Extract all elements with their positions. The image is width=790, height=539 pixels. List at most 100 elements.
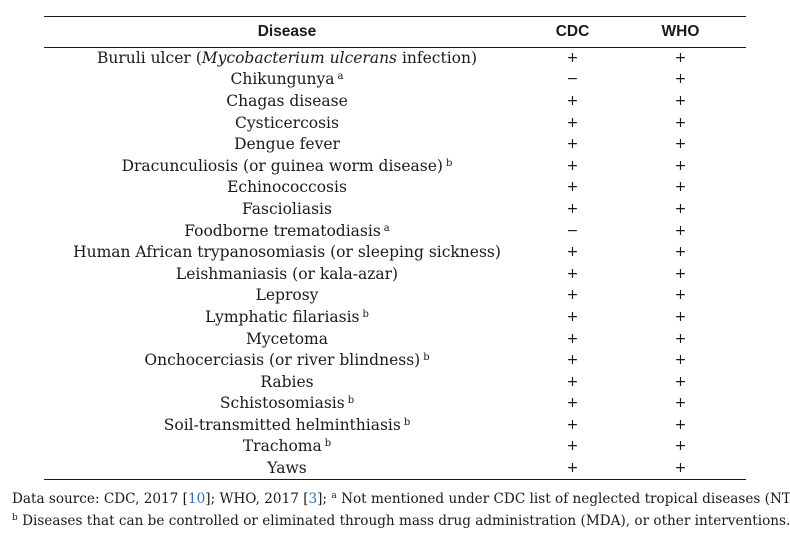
caption-source-after-ref: ]; (317, 491, 332, 507)
disease-name: Leprosy (255, 286, 319, 305)
disease-name: Echinococcosis (227, 178, 347, 197)
table-row: Onchocerciasis (or river blindness) b + + (44, 350, 746, 372)
table-row: Chagas disease + + (44, 91, 746, 113)
who-mark: + (674, 200, 687, 217)
who-mark: + (674, 438, 687, 455)
table-header: Disease CDC WHO (44, 16, 746, 48)
disease-name: Schistosomiasis (219, 394, 345, 413)
who-mark: + (674, 92, 687, 109)
reference-link-10[interactable]: 10 (187, 491, 206, 507)
caption-source-middle: ]; WHO, 2017 [ (205, 491, 309, 507)
table-body: Buruli ulcer (Mycobacterium ulcerans inf… (44, 48, 746, 480)
disease-name: Onchocerciasis (or river blindness) (144, 351, 421, 370)
reference-link-3[interactable]: 3 (308, 491, 318, 507)
table-row: Yaws + + (44, 457, 746, 480)
disease-cell: Foodborne trematodiasis a (44, 220, 530, 242)
disease-cell: Leishmaniasis (or kala-azar) (44, 263, 530, 285)
cdc-mark: + (566, 287, 579, 304)
disease-cell: Chikungunya a (44, 69, 530, 91)
disease-cell: Cysticercosis (44, 112, 530, 134)
disease-name: Fascioliasis (242, 199, 332, 218)
who-mark: + (674, 416, 687, 433)
disease-cell: Lymphatic filariasis b (44, 307, 530, 329)
disease-name: Lymphatic filariasis (205, 307, 360, 326)
table-row: Schistosomiasis b + + (44, 393, 746, 415)
cdc-mark: − (566, 71, 579, 88)
cdc-mark: + (566, 352, 579, 369)
table-row: Echinococcosis + + (44, 177, 746, 199)
footnote-marker: b (362, 308, 369, 320)
disease-cell: Rabies (44, 371, 530, 393)
table-row: Cysticercosis + + (44, 112, 746, 134)
cdc-mark: + (566, 200, 579, 217)
column-header-who: WHO (615, 16, 746, 48)
table-row: Foodborne trematodiasis a − + (44, 220, 746, 242)
disease-cell: Buruli ulcer (Mycobacterium ulcerans inf… (44, 48, 530, 70)
disease-name: Dengue fever (234, 135, 340, 154)
footnote-marker: b (445, 157, 453, 169)
disease-name: Cysticercosis (235, 113, 339, 132)
cdc-mark: + (566, 179, 579, 196)
who-mark: + (674, 71, 687, 88)
disease-name: Foodborne trematodiasis (184, 221, 381, 240)
disease-cell: Yaws (44, 457, 530, 480)
who-mark: + (615, 457, 746, 480)
disease-cell: Chagas disease (44, 91, 530, 113)
who-mark: + (674, 179, 687, 196)
disease-cell: Schistosomiasis b (44, 393, 530, 415)
footnote-marker: b (347, 395, 355, 407)
disease-cell: Echinococcosis (44, 177, 530, 199)
who-mark: + (674, 308, 687, 325)
header-row: Disease CDC WHO (44, 16, 746, 48)
cdc-mark: + (566, 373, 579, 390)
disease-cell: Soil-transmitted helminthiasis b (44, 415, 530, 437)
disease-name: Dracunculiosis (or guinea worm disease) (121, 156, 443, 175)
table-row: Mycetoma + + (44, 328, 746, 350)
ntd-comparison-table: Disease CDC WHO Buruli ulcer (Mycobacter… (44, 16, 746, 480)
cdc-mark: + (566, 395, 579, 412)
table-row: Leishmaniasis (or kala-azar) + + (44, 263, 746, 285)
disease-name: Chagas disease (226, 91, 348, 110)
disease-cell: Fascioliasis (44, 199, 530, 221)
footnote-a-text: Not mentioned under CDC list of neglecte… (336, 491, 790, 507)
disease-cell: Dengue fever (44, 134, 530, 156)
footnote-marker: b (403, 416, 411, 428)
disease-name: Trachoma (242, 437, 322, 456)
table-row: Fascioliasis + + (44, 199, 746, 221)
caption-source-prefix: Data source: CDC, 2017 [ (12, 491, 188, 507)
disease-name: Human African trypanosomiasis (or sleepi… (73, 243, 501, 262)
table-row: Soil-transmitted helminthiasis b + + (44, 415, 746, 437)
who-mark: + (674, 50, 687, 67)
disease-name: Rabies (260, 372, 314, 391)
disease-name-suffix: infection) (397, 49, 478, 68)
cdc-mark: + (566, 157, 579, 174)
cdc-mark: + (566, 438, 579, 455)
cdc-mark: − (566, 222, 579, 239)
disease-name: Mycetoma (246, 329, 328, 348)
disease-name: Yaws (267, 458, 307, 477)
cdc-mark: + (566, 136, 579, 153)
cdc-mark: + (566, 50, 579, 67)
column-header-disease: Disease (44, 16, 530, 48)
who-mark: + (674, 114, 687, 131)
footnote-marker: b (423, 352, 430, 364)
who-mark: + (674, 136, 687, 153)
disease-name: Leishmaniasis (or kala-azar) (175, 264, 399, 283)
who-mark: + (674, 157, 687, 174)
cdc-mark: + (566, 114, 579, 131)
footnote-marker: a (337, 71, 344, 83)
table-row: Buruli ulcer (Mycobacterium ulcerans inf… (44, 48, 746, 70)
disease-cell: Human African trypanosomiasis (or sleepi… (44, 242, 530, 264)
footnote-marker: a (383, 222, 390, 234)
footnote-b-text: Diseases that can be controlled or elimi… (17, 513, 790, 529)
cdc-mark: + (566, 308, 579, 325)
who-mark: + (674, 330, 687, 347)
disease-cell: Onchocerciasis (or river blindness) b (44, 350, 530, 372)
disease-cell: Leprosy (44, 285, 530, 307)
table-footnote-line-1: Data source: CDC, 2017 [10]; WHO, 2017 [… (12, 488, 790, 510)
who-mark: + (674, 287, 687, 304)
cdc-mark: + (566, 265, 579, 282)
footnote-marker: b (324, 438, 332, 450)
who-mark: + (674, 244, 687, 261)
table-row: Dengue fever + + (44, 134, 746, 156)
